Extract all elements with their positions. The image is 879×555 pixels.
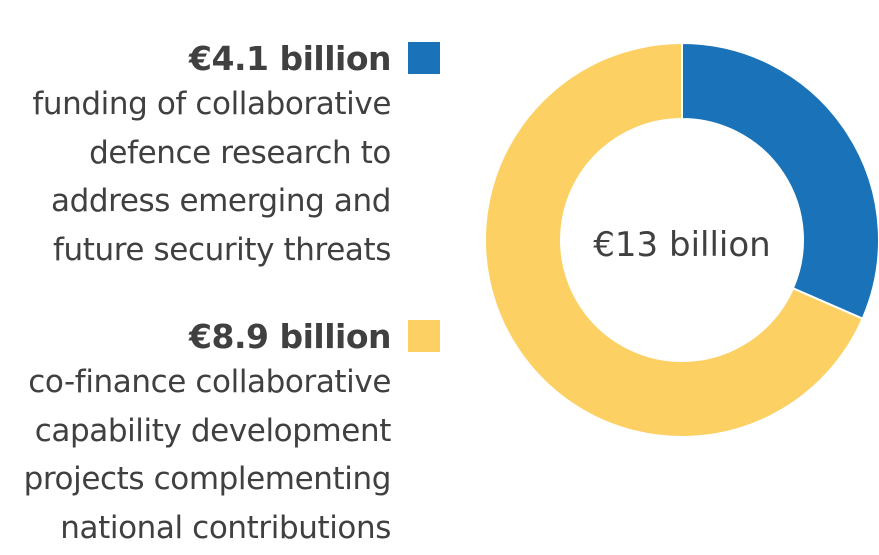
legend-entry-research: €4.1 billion funding of collaborative de… bbox=[0, 36, 440, 274]
legend-swatch-blue bbox=[408, 42, 440, 74]
donut-chart: €13 billion bbox=[484, 41, 879, 438]
donut-slices bbox=[484, 41, 879, 438]
legend-description: co-finance collaborative capability deve… bbox=[23, 364, 392, 546]
legend-amount-row: €4.1 billion bbox=[0, 36, 440, 80]
legend-entry-capability: €8.9 billion co-finance collaborative ca… bbox=[0, 314, 440, 552]
donut-slice-research bbox=[681, 41, 879, 320]
donut-slice-capability bbox=[484, 41, 864, 438]
legend-swatch-yellow bbox=[408, 320, 440, 352]
legend-amount-row: €8.9 billion bbox=[0, 314, 440, 358]
legend-amount: €8.9 billion bbox=[189, 316, 391, 356]
legend-description: funding of collaborative defence researc… bbox=[32, 86, 391, 268]
legend-amount: €4.1 billion bbox=[189, 38, 391, 78]
donut-center-label: €13 billion bbox=[593, 225, 770, 265]
